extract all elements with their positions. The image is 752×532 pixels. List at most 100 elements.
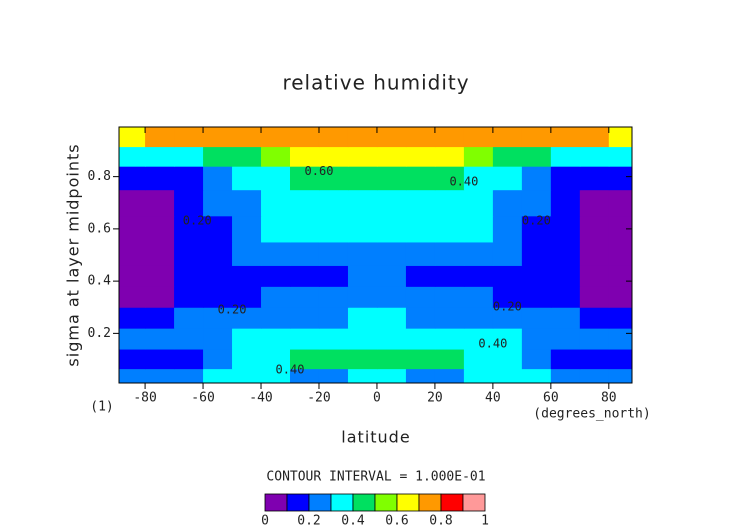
contour-cell	[347, 265, 378, 287]
contour-cell	[347, 307, 378, 329]
colorbar-swatch	[396, 493, 420, 512]
contour-cell	[203, 146, 233, 167]
contour-cell	[492, 328, 523, 350]
contour-cell	[119, 189, 146, 217]
colorbar-tick-label: 0.8	[429, 514, 452, 529]
contour-cell	[174, 265, 204, 287]
contour-cell	[119, 307, 146, 329]
contour-cell	[290, 286, 320, 308]
contour-cell	[550, 307, 581, 329]
contour-cell	[318, 349, 349, 370]
contour-cell	[376, 368, 407, 384]
contour-cell	[203, 265, 233, 287]
y-tick-label: 0.6	[88, 221, 111, 236]
contour-cell	[463, 265, 494, 287]
contour-cell	[203, 328, 233, 350]
contour-cell	[261, 307, 291, 329]
contour-cell	[174, 328, 204, 350]
contour-cell	[434, 368, 465, 384]
contour-cell	[463, 328, 494, 350]
contour-cell	[521, 127, 552, 148]
contour-cell	[290, 127, 320, 148]
contour-cell	[203, 127, 233, 148]
contour-cell	[579, 368, 610, 384]
contour-cell	[174, 127, 204, 148]
contour-cell	[550, 166, 581, 191]
contour-cell	[145, 146, 175, 167]
contour-cell	[550, 127, 581, 148]
contour-label: 0.60	[305, 164, 334, 178]
contour-cell	[550, 368, 581, 384]
contour-cell	[521, 349, 552, 370]
contour-cell	[492, 215, 523, 243]
contour-cell	[492, 307, 523, 329]
x-axis-label: latitude	[341, 428, 410, 447]
contour-cell	[434, 166, 465, 191]
contour-cell	[463, 215, 494, 243]
colorbar-swatch	[418, 493, 442, 512]
contour-cell	[318, 215, 349, 243]
contour-cell	[376, 127, 407, 148]
y-tick-label: 0.8	[88, 169, 111, 184]
contour-cell	[492, 166, 523, 191]
contour-cell	[119, 368, 146, 384]
contour-cell	[463, 286, 494, 308]
contour-cell	[521, 241, 552, 266]
contour-cell	[145, 166, 175, 191]
contour-cell	[145, 368, 175, 384]
contour-cell	[434, 307, 465, 329]
contour-cell	[232, 189, 262, 217]
contour-cell	[376, 241, 407, 266]
contour-cell	[608, 241, 633, 266]
contour-cell	[174, 368, 204, 384]
contour-cell	[347, 189, 378, 217]
contour-cell	[376, 146, 407, 167]
plot-frame	[118, 126, 633, 384]
contour-cell	[290, 265, 320, 287]
colorbar-swatch	[440, 493, 464, 512]
x-tick-label: -40	[249, 391, 272, 406]
contour-cell	[174, 307, 204, 329]
contour-cell	[145, 127, 175, 148]
contour-cell	[405, 189, 436, 217]
contour-cell	[203, 368, 233, 384]
contour-cell	[232, 328, 262, 350]
contour-cell	[608, 307, 633, 329]
contour-cell	[405, 328, 436, 350]
y-tick-label: 0.4	[88, 274, 112, 289]
contour-cell	[261, 146, 291, 167]
contour-cell	[290, 349, 320, 370]
contour-cell	[608, 189, 633, 217]
contour-cell	[318, 265, 349, 287]
contour-cell	[347, 349, 378, 370]
contour-cell	[290, 241, 320, 266]
contour-cell	[434, 215, 465, 243]
contour-cell	[405, 146, 436, 167]
contour-cell	[174, 215, 204, 243]
contour-cell	[232, 349, 262, 370]
contour-cell	[608, 328, 633, 350]
contour-label: 0.40	[276, 362, 305, 376]
contour-cell	[347, 286, 378, 308]
contour-cell	[405, 166, 436, 191]
contour-cell	[119, 166, 146, 191]
contour-cell	[347, 215, 378, 243]
contour-cell	[318, 286, 349, 308]
contour-cell	[347, 166, 378, 191]
contour-cell	[145, 241, 175, 266]
contour-cell	[145, 265, 175, 287]
contour-cell	[579, 146, 610, 167]
contour-cell	[405, 307, 436, 329]
contour-cell	[119, 265, 146, 287]
colorbar-swatch	[286, 493, 310, 512]
x-tick-label: 0	[373, 391, 381, 406]
contour-cell	[376, 349, 407, 370]
contour-cell	[434, 241, 465, 266]
contour-cell	[608, 265, 633, 287]
contour-cell	[318, 166, 349, 191]
contour-cell	[347, 328, 378, 350]
contour-cell	[550, 349, 581, 370]
contour-cell	[608, 349, 633, 370]
contour-cell	[492, 127, 523, 148]
contour-label: 0.20	[218, 302, 247, 316]
